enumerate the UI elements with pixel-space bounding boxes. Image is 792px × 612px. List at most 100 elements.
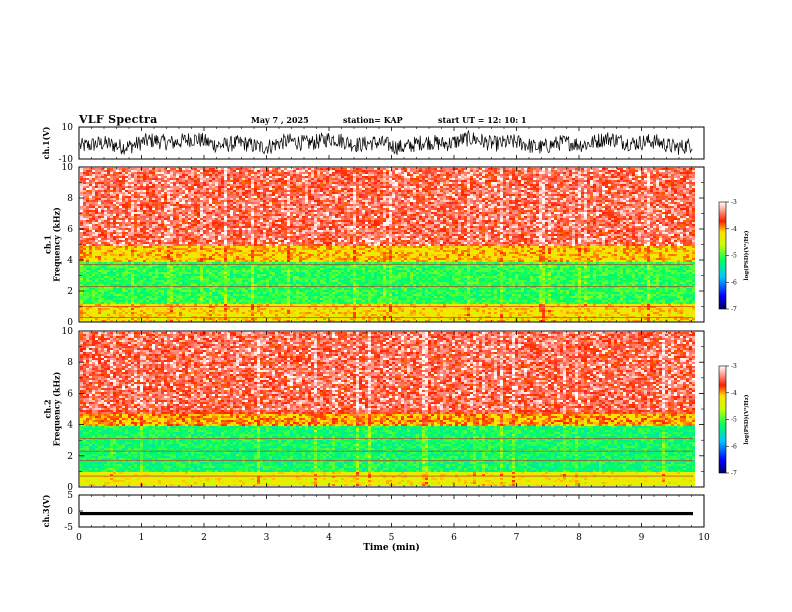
psd-cell [122, 238, 125, 240]
psd-cell [263, 244, 266, 246]
psd-cell [248, 182, 251, 184]
psd-cell [206, 260, 209, 262]
psd-cell [98, 178, 101, 180]
psd-cell [104, 294, 107, 296]
psd-cell [107, 244, 110, 246]
psd-cell [257, 214, 260, 216]
psd-cell [167, 294, 170, 296]
psd-cell [86, 180, 89, 182]
psd-cell [173, 302, 176, 304]
psd-cell [137, 198, 140, 200]
psd-cell [164, 230, 167, 232]
psd-cell [221, 200, 224, 202]
psd-cell [92, 292, 95, 294]
psd-cell [269, 172, 272, 174]
psd-cell [104, 188, 107, 190]
psd-cell [248, 314, 251, 316]
psd-cell [98, 246, 101, 248]
psd-cell [200, 258, 203, 260]
psd-cell [233, 270, 236, 272]
psd-cell [149, 200, 152, 202]
psd-cell [266, 238, 269, 240]
psd-cell [167, 256, 170, 258]
psd-cell [131, 282, 134, 284]
psd-cell [206, 320, 209, 322]
psd-cell [242, 280, 245, 282]
psd-cell [215, 240, 218, 242]
psd-cell [182, 282, 185, 284]
psd-cell [248, 286, 251, 288]
psd-cell [134, 284, 137, 286]
psd-cell [173, 318, 176, 320]
psd-cell [245, 214, 248, 216]
psd-cell [218, 268, 221, 270]
psd-cell [143, 304, 146, 306]
psd-cell [194, 190, 197, 192]
psd-cell [152, 270, 155, 272]
psd-cell [92, 310, 95, 312]
psd-cell [266, 194, 269, 196]
psd-cell [83, 260, 86, 262]
psd-cell [200, 172, 203, 174]
psd-cell [170, 320, 173, 322]
psd-cell [224, 192, 227, 194]
psd-cell [194, 296, 197, 298]
psd-cell [164, 260, 167, 262]
psd-cell [110, 222, 113, 224]
psd-cell [89, 174, 92, 176]
psd-cell [134, 198, 137, 200]
psd-cell [245, 208, 248, 210]
psd-cell [233, 288, 236, 290]
psd-cell [143, 238, 146, 240]
psd-cell [197, 202, 200, 204]
psd-cell [200, 280, 203, 282]
psd-cell [164, 198, 167, 200]
psd-cell [116, 300, 119, 302]
psd-cell [173, 218, 176, 220]
psd-cell [179, 168, 182, 170]
psd-cell [203, 200, 206, 202]
psd-cell [227, 178, 230, 180]
psd-cell [242, 244, 245, 246]
psd-cell [143, 172, 146, 174]
psd-cell [179, 308, 182, 310]
psd-cell [92, 170, 95, 172]
psd-cell [215, 248, 218, 250]
psd-cell [101, 286, 104, 288]
psd-cell [131, 192, 134, 194]
psd-cell [182, 298, 185, 300]
psd-cell [113, 302, 116, 304]
psd-cell [146, 298, 149, 300]
psd-cell [122, 296, 125, 298]
psd-cell [119, 246, 122, 248]
psd-cell [182, 290, 185, 292]
psd-cell [200, 176, 203, 178]
psd-cell [161, 172, 164, 174]
psd-cell [122, 290, 125, 292]
psd-cell [209, 208, 212, 210]
psd-cell [242, 276, 245, 278]
psd-cell [128, 178, 131, 180]
psd-cell [101, 304, 104, 306]
psd-cell [110, 290, 113, 292]
psd-cell [170, 252, 173, 254]
psd-cell [95, 302, 98, 304]
psd-cell [236, 200, 239, 202]
psd-cell [191, 192, 194, 194]
psd-cell [212, 232, 215, 234]
psd-cell [239, 278, 242, 280]
psd-cell [125, 180, 128, 182]
psd-cell [110, 216, 113, 218]
psd-cell [80, 210, 83, 212]
psd-cell [86, 292, 89, 294]
psd-cell [149, 208, 152, 210]
psd-cell [155, 188, 158, 190]
psd-cell [194, 300, 197, 302]
psd-cell [215, 302, 218, 304]
psd-cell [239, 234, 242, 236]
psd-cell [143, 178, 146, 180]
psd-cell [164, 288, 167, 290]
psd-cell [137, 282, 140, 284]
psd-cell [248, 256, 251, 258]
psd-cell [152, 288, 155, 290]
